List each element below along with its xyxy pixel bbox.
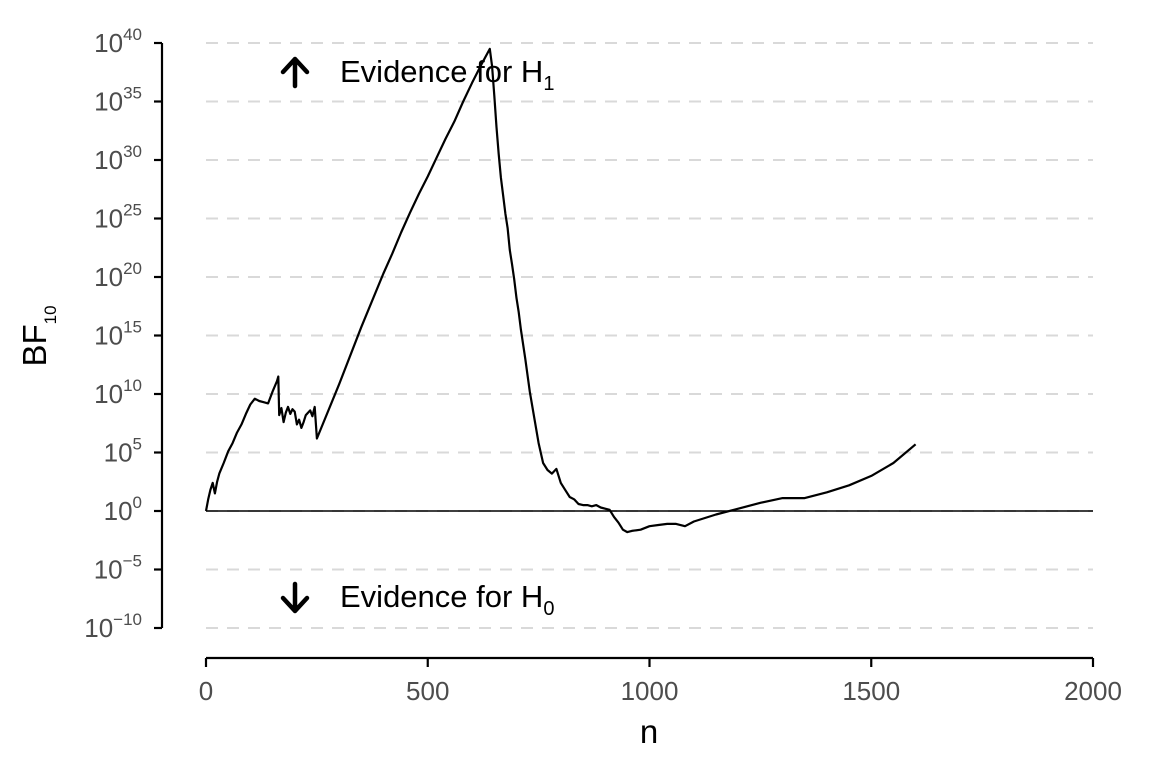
y-tick-label: 105 (104, 435, 142, 468)
arrow-up-icon (280, 56, 310, 89)
y-tick-label: 1030 (94, 142, 142, 175)
annotation-evidence-h0: Evidence for H0 (280, 579, 554, 620)
y-tick-label: 1020 (94, 259, 142, 292)
x-tick-label: 1000 (621, 676, 679, 706)
y-axis-title: BF10 (16, 305, 60, 366)
y-tick-label: 1010 (94, 376, 142, 409)
x-tick-label: 500 (406, 676, 449, 706)
annotation-evidence-h1: Evidence for H1 (280, 54, 554, 95)
y-tick-label: 10−5 (94, 552, 142, 585)
x-tick-label: 0 (199, 676, 213, 706)
y-tick-label: 1015 (94, 318, 142, 351)
series-line-bf10 (204, 47, 917, 534)
x-axis-title: n (640, 713, 658, 750)
x-axis: 0 500 1000 1500 2000 (199, 656, 1122, 706)
y-axis: 1040 1035 1030 1025 1020 1015 1010 105 100 10−5 10… (84, 25, 164, 643)
y-tick-label: 100 (104, 493, 142, 526)
y-tick-label: 1025 (94, 201, 142, 234)
annotation-h1-label: Evidence for H1 (340, 54, 554, 95)
y-tick-label: 10−10 (84, 610, 142, 643)
x-tick-label: 1500 (842, 676, 900, 706)
arrow-down-icon (280, 581, 310, 614)
annotation-h0-label: Evidence for H0 (340, 579, 554, 620)
grid-lines (206, 42, 1093, 629)
y-tick-label: 1035 (94, 84, 142, 117)
y-tick-label: 1040 (94, 25, 142, 58)
x-tick-label: 2000 (1064, 676, 1122, 706)
